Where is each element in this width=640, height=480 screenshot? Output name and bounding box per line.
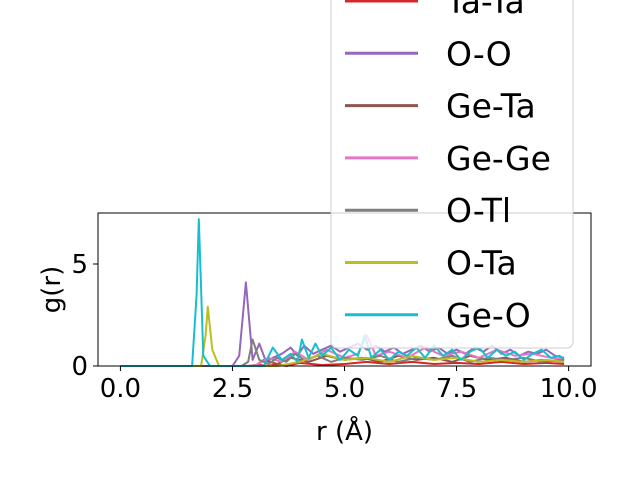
x-tick-label: 7.5: [436, 374, 477, 404]
y-axis-label: g(r): [37, 266, 67, 313]
legend-label-o-tl: O-Tl: [446, 191, 511, 230]
y-tick-label: 5: [71, 250, 88, 280]
legend-label-ge-o: Ge-O: [446, 296, 531, 335]
x-tick-label: 10.0: [540, 374, 598, 404]
series-line-ge-ge: [120, 334, 565, 367]
legend-label-ge-ta: Ge-Ta: [446, 87, 536, 126]
x-tick-label: 0.0: [100, 374, 141, 404]
x-ticks: 0.0 2.5 5.0 7.5 10.0: [100, 366, 598, 404]
x-axis-label: r (Å): [316, 415, 373, 447]
x-tick-label: 2.5: [212, 374, 253, 404]
legend-label-ge-ge: Ge-Ge: [446, 139, 551, 178]
y-tick-label: 0: [71, 352, 88, 382]
legend-label-o-o: O-O: [446, 34, 512, 73]
y-ticks: 05: [71, 250, 98, 382]
series-line-ge-o: [120, 218, 565, 367]
legend-label-ta-ta: Ta-Ta: [445, 0, 525, 21]
legend-entries: Ta-Ta O-O Ge-Ta Ge-Ge O-Tl O-Ta Ge-O: [345, 0, 551, 335]
plot-lines: [120, 218, 565, 367]
series-line-o-ta: [120, 305, 565, 367]
x-tick-label: 5.0: [324, 374, 365, 404]
legend: Ta-Ta O-O Ge-Ta Ge-Ge O-Tl O-Ta Ge-O: [330, 0, 574, 349]
legend-box: [330, 0, 574, 349]
legend-label-o-ta: O-Ta: [446, 244, 517, 283]
